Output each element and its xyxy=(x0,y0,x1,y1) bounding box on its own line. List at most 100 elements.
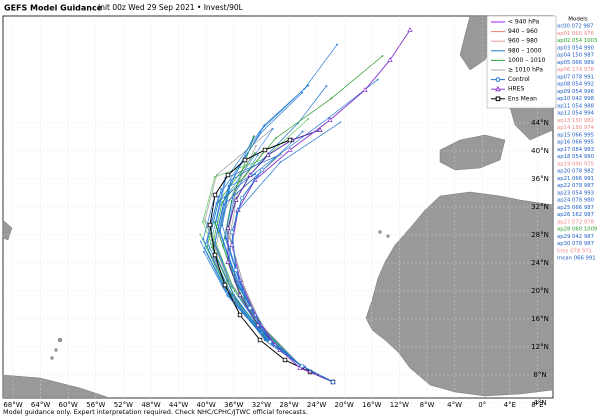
title: GEFS Model Guidance xyxy=(4,4,103,13)
lon-label: 28°W xyxy=(279,401,298,409)
marker xyxy=(225,172,231,178)
marker xyxy=(257,337,263,343)
track-point xyxy=(301,91,304,94)
lat-label: 12°N xyxy=(531,343,549,351)
marker xyxy=(225,225,231,230)
lat-label: 40°N xyxy=(531,147,549,155)
marker xyxy=(237,292,243,297)
model-entry: ap03 054 990 xyxy=(557,45,595,51)
track-point xyxy=(224,237,227,239)
model-entry: ap08 054 992 xyxy=(557,82,594,88)
track-point xyxy=(279,161,282,164)
track-point xyxy=(227,184,230,187)
model-entry: ap17 084 983 xyxy=(557,147,594,153)
lat-label: 4°N xyxy=(533,399,546,407)
model-entry: ap11 054 988 xyxy=(557,103,595,109)
track-point xyxy=(255,145,257,147)
legend-label: 940 – 960 xyxy=(508,28,538,35)
marker xyxy=(299,363,305,369)
lat-label: 20°N xyxy=(531,287,549,295)
track-point xyxy=(307,118,309,120)
model-entry: ap15 066 995 xyxy=(557,132,594,138)
lon-label: 48°W xyxy=(141,401,160,409)
lon-label: 52°W xyxy=(114,401,133,409)
marker xyxy=(330,379,336,385)
model-entry: ap27 072 978 xyxy=(557,219,595,225)
track-point xyxy=(220,188,223,190)
model-entry: ap05 066 989 xyxy=(557,60,594,66)
marker xyxy=(229,229,235,235)
model-entry: ap23 054 993 xyxy=(557,190,594,196)
track-point xyxy=(221,201,224,204)
track-point xyxy=(261,127,264,130)
legend-marker xyxy=(495,77,501,82)
model-entry: ap20 078 982 xyxy=(557,169,594,175)
track-point xyxy=(307,84,310,87)
track-point xyxy=(254,173,257,176)
track-point xyxy=(274,137,277,140)
marker xyxy=(242,157,248,163)
lon-label: 32°W xyxy=(252,401,271,409)
lat-label: 8°N xyxy=(533,371,546,379)
track-point xyxy=(226,294,229,297)
track-point xyxy=(264,336,266,339)
marker xyxy=(247,305,253,311)
model-entry: ap07 078 991 xyxy=(557,74,594,80)
lon-label: 56°W xyxy=(86,401,105,409)
track-point xyxy=(270,128,273,131)
marker xyxy=(265,152,271,157)
lon-label: 12°W xyxy=(390,401,409,409)
legend-label: HRES xyxy=(508,86,524,93)
track-point xyxy=(232,192,235,194)
track-point xyxy=(336,43,339,46)
marker xyxy=(225,259,231,264)
model-entry: hres 078 971 xyxy=(557,248,592,254)
track-point xyxy=(215,220,218,222)
lon-label: 4°E xyxy=(504,401,516,409)
marker xyxy=(233,197,239,202)
lat-label: 28°N xyxy=(531,231,549,239)
lon-label: 68°W xyxy=(3,401,22,409)
marker xyxy=(362,87,368,92)
model-entry: ap24 078 980 xyxy=(557,198,595,204)
model-entry: ap29 042 987 xyxy=(557,234,594,240)
legend-label: Ens Mean xyxy=(508,95,537,102)
marker xyxy=(212,252,218,258)
marker xyxy=(233,267,239,273)
model-entry: ap30 078 987 xyxy=(557,241,594,247)
model-entry: ap21 066 991 xyxy=(557,176,594,182)
model-entry: ap28 060 1009 xyxy=(557,227,597,233)
lon-label: 0° xyxy=(478,401,486,409)
model-entry: ap12 054 994 xyxy=(557,111,595,117)
lat-label: 32°N xyxy=(531,203,549,211)
lat-label: 24°N xyxy=(531,259,549,267)
track-point xyxy=(210,246,213,249)
track-point xyxy=(258,162,260,165)
marker xyxy=(247,172,253,177)
marker xyxy=(237,312,243,318)
legend-marker xyxy=(495,96,501,102)
lat-label: 16°N xyxy=(531,315,549,323)
track-point xyxy=(376,78,379,81)
model-entry: ap14 180 974 xyxy=(557,125,595,131)
track-point xyxy=(330,97,333,100)
track-point xyxy=(218,229,221,232)
track-point xyxy=(213,221,216,223)
legend-label: 980 – 1000 xyxy=(508,47,542,54)
lon-label: 44°W xyxy=(169,401,188,409)
track-point xyxy=(202,250,205,253)
legend-marker xyxy=(495,85,501,92)
model-entry: ap19 090 975 xyxy=(557,161,594,167)
marker xyxy=(239,195,245,201)
legend-label: 960 – 980 xyxy=(508,38,538,45)
track-point xyxy=(303,87,306,90)
lon-label: 64°W xyxy=(31,401,50,409)
track-point xyxy=(263,124,266,127)
track-point xyxy=(228,290,231,292)
marker xyxy=(287,137,293,143)
track-point xyxy=(224,289,227,292)
lon-label: 60°W xyxy=(59,401,78,409)
track-point xyxy=(381,55,384,57)
marker xyxy=(259,167,265,173)
lat-label: 44°N xyxy=(531,119,549,127)
